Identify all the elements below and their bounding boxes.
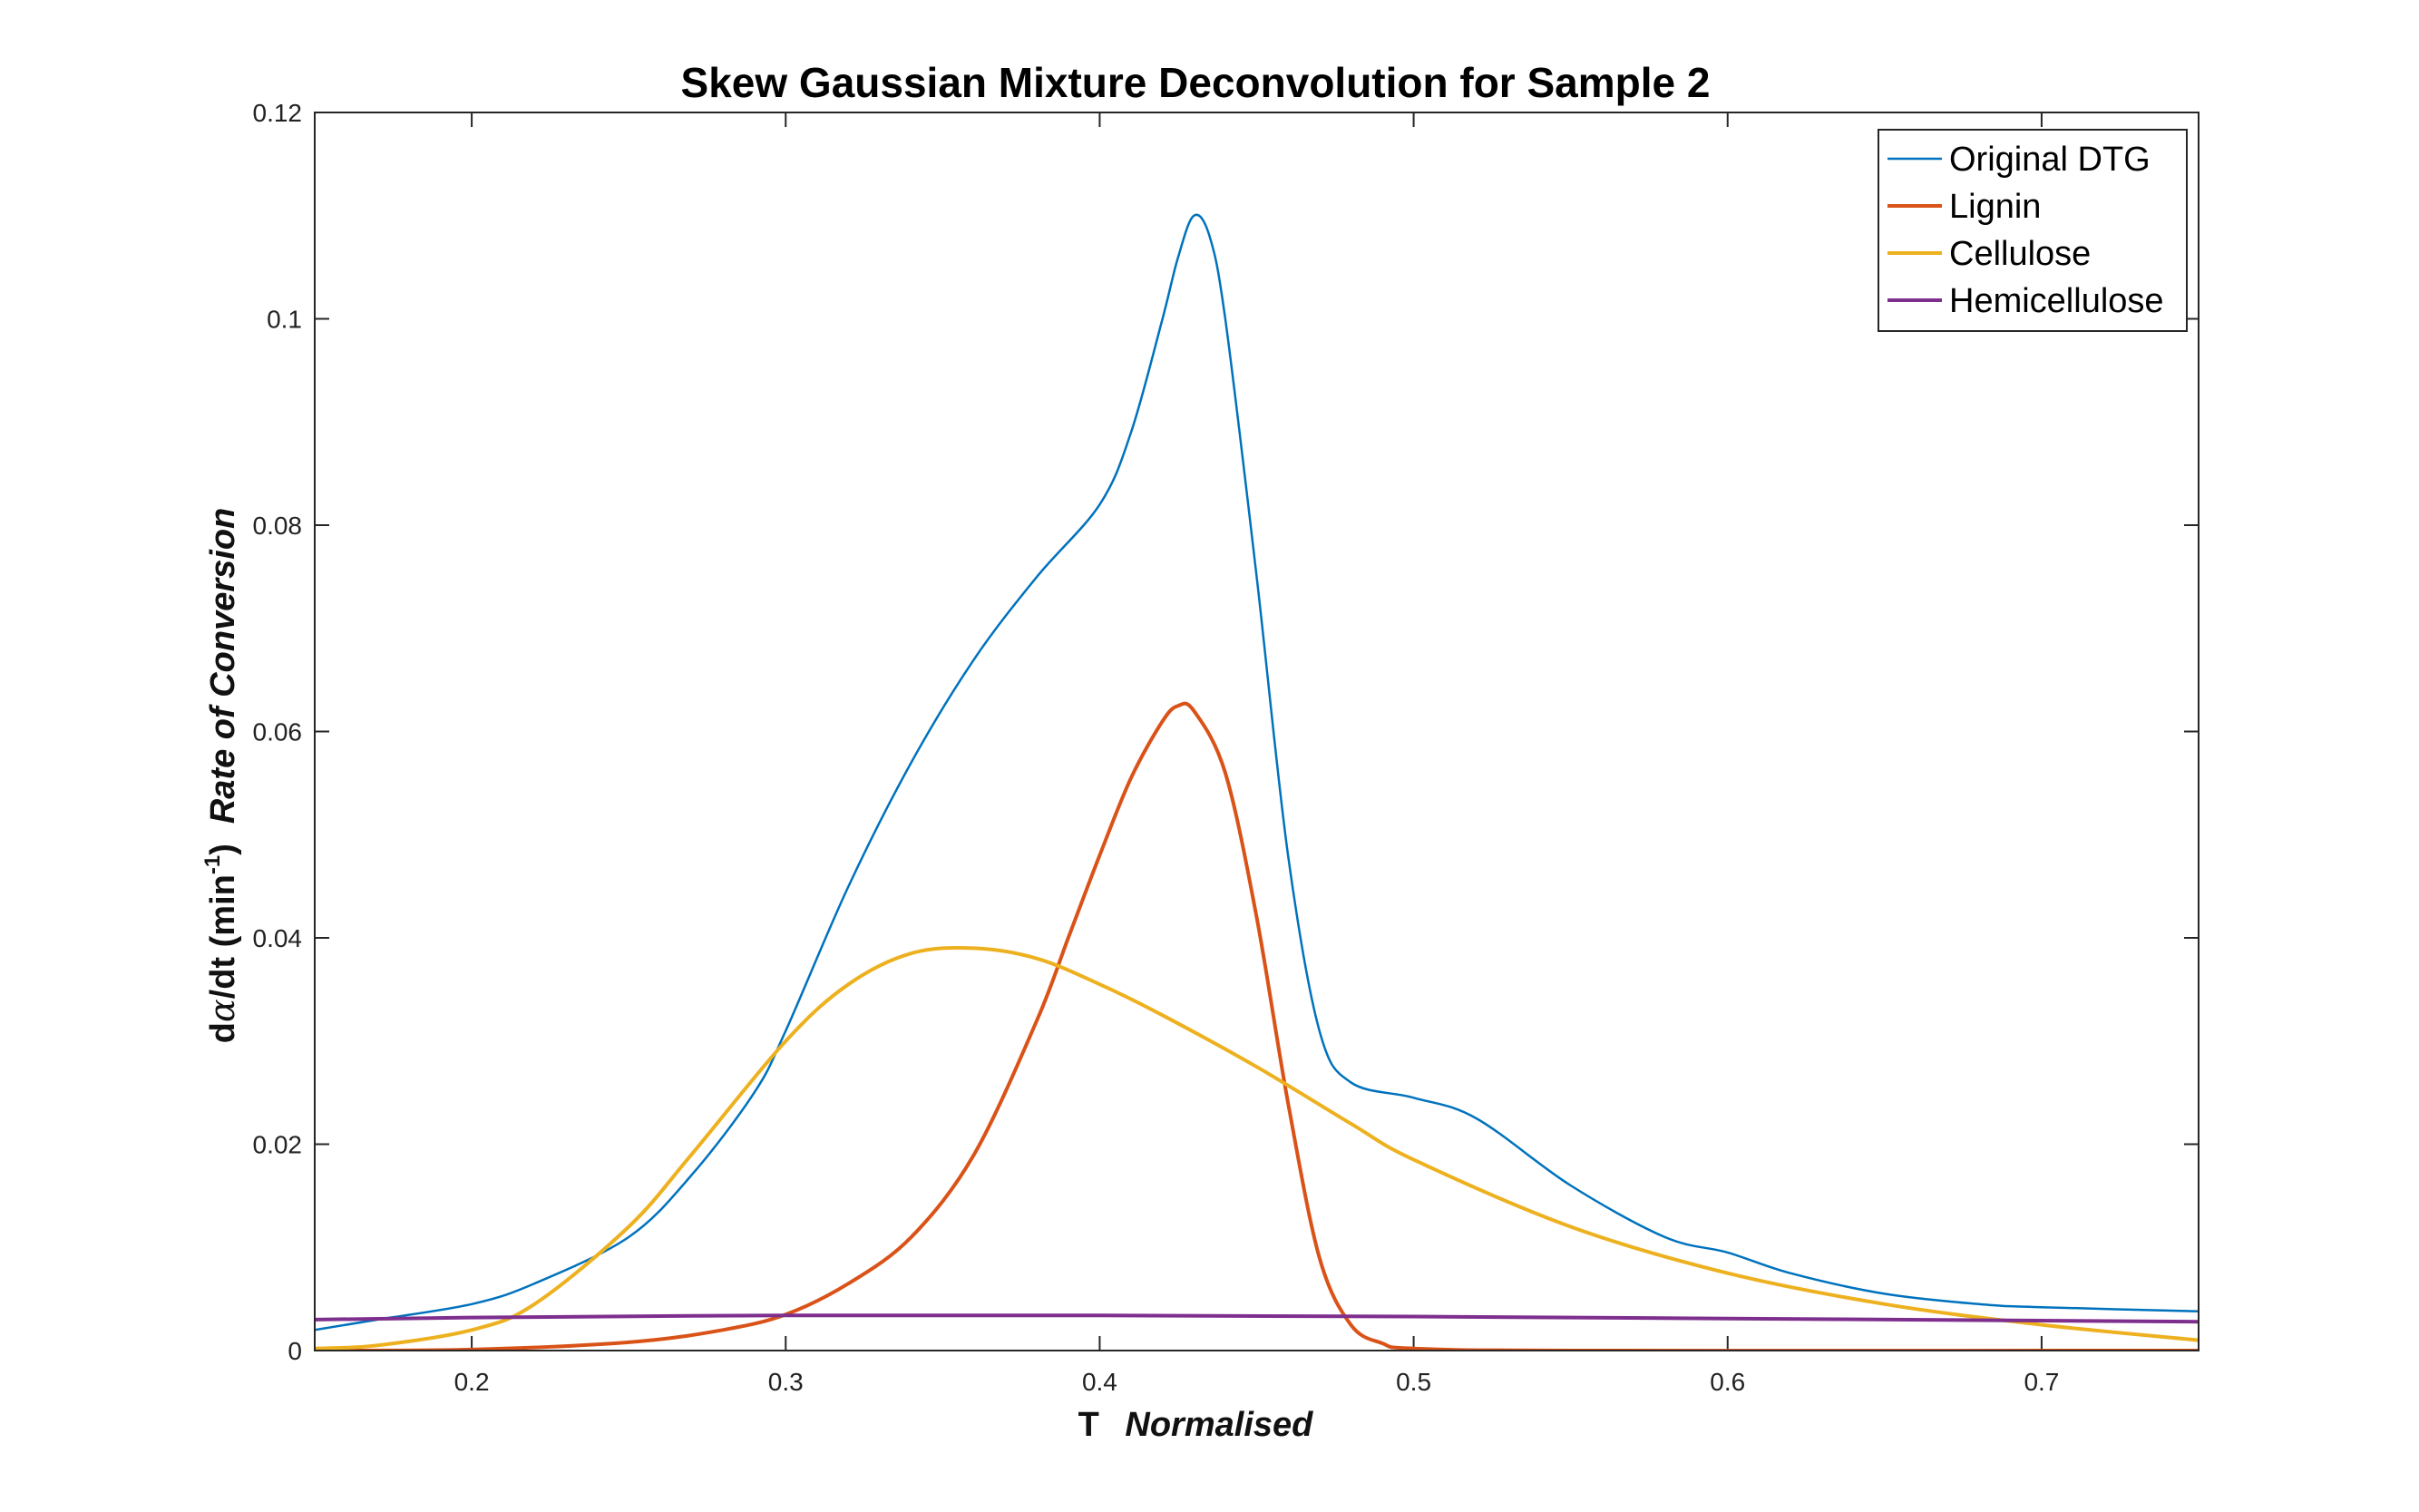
series-line-hemicellulose — [315, 1313, 2199, 1324]
y-axis-label: dα/dt (min-1) Rate of Conversion — [200, 508, 242, 1043]
y-axis-label-close: ) — [204, 844, 242, 855]
plot-frame — [314, 112, 2200, 1351]
y-tick-label: 0.02 — [253, 1131, 303, 1159]
legend-items: Original DTG Lignin Cellulose Hemicellulose — [1887, 141, 2164, 320]
y-axis-label-exponent: -1 — [200, 855, 225, 874]
x-tick-label: 0.4 — [1082, 1368, 1117, 1396]
y-axis-label-prefix: d — [204, 1022, 242, 1043]
x-axis-label: T Normalised — [1078, 1406, 1314, 1444]
legend-label-dtg: Original DTG — [1949, 141, 2151, 179]
x-tick-label: 0.7 — [2024, 1368, 2059, 1396]
x-tick-label: 0.6 — [1710, 1368, 1745, 1396]
axis-ticks: 0.2 0.3 0.4 0.5 0.6 0.7 0 0.02 0.04 0.06 0.08 0.1 0.… — [253, 99, 2199, 1396]
legend-label-hemicellulose: Hemicellulose — [1949, 282, 2164, 320]
series-line-dtg — [315, 213, 2199, 1332]
x-tick-label: 0.5 — [1396, 1368, 1431, 1396]
legend-label-cellulose: Cellulose — [1949, 235, 2091, 273]
y-tick-label: 0 — [288, 1337, 302, 1365]
series-line-lignin — [315, 701, 2199, 1351]
y-tick-label: 0.08 — [253, 512, 303, 540]
y-axis-label-alpha: α — [202, 999, 242, 1022]
legend: Original DTG Lignin Cellulose Hemicellulose — [1878, 129, 2188, 332]
chart-title: Skew Gaussian Mixture Deconvolution for … — [681, 59, 1711, 106]
y-tick-label: 0.12 — [253, 99, 303, 127]
y-tick-label: 0.06 — [253, 718, 303, 746]
y-axis-label-mid: /dt (min — [204, 874, 242, 999]
y-tick-label: 0.1 — [267, 306, 302, 334]
x-axis-label-main: T — [1078, 1406, 1099, 1444]
series-line-cellulose — [315, 945, 2199, 1351]
y-tick-label: 0.04 — [253, 924, 303, 952]
series-layer — [315, 213, 2199, 1351]
legend-box — [1878, 129, 2188, 332]
x-tick-label: 0.2 — [454, 1368, 490, 1396]
legend-label-lignin: Lignin — [1949, 188, 2041, 226]
x-tick-label: 0.3 — [768, 1368, 804, 1396]
x-axis-label-italic: Normalised — [1125, 1406, 1313, 1444]
y-axis-label-italic: Rate of Conversion — [204, 508, 242, 824]
